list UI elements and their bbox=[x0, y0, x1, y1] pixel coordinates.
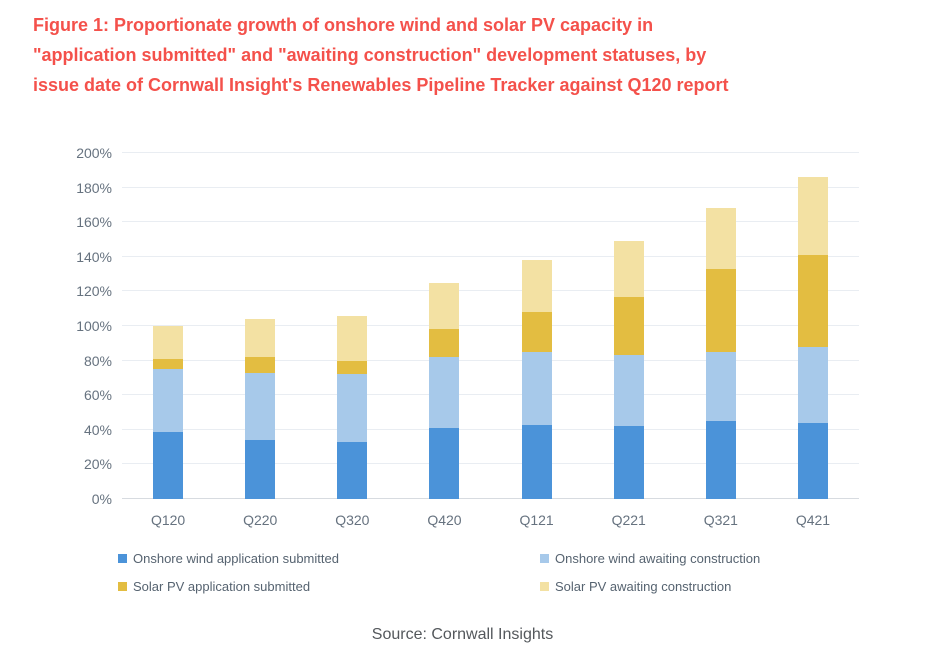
legend-item: Solar PV awaiting construction bbox=[540, 579, 878, 594]
figure-title: Figure 1: Proportionate growth of onshor… bbox=[33, 10, 908, 100]
bar-Q120 bbox=[153, 153, 184, 499]
bar-Q321 bbox=[705, 153, 736, 499]
bar-Q420 bbox=[429, 153, 460, 499]
legend-swatch-icon bbox=[118, 554, 127, 563]
bar-segment-Q220 bbox=[245, 372, 276, 441]
legend-item: Onshore wind awaiting construction bbox=[540, 551, 878, 566]
legend-label: Solar PV application submitted bbox=[133, 579, 311, 594]
bar-segment-Q220 bbox=[245, 440, 276, 499]
gridline-0% bbox=[122, 498, 859, 499]
gridline-80% bbox=[122, 359, 859, 361]
bar-segment-Q221 bbox=[613, 355, 644, 427]
y-tick-label-120%: 120% bbox=[76, 283, 112, 300]
bar-segment-Q221 bbox=[613, 426, 644, 499]
bar-segment-Q420 bbox=[429, 329, 460, 358]
gridline-140% bbox=[122, 255, 859, 257]
bar-segment-Q321 bbox=[705, 421, 736, 499]
bar-segment-Q120 bbox=[153, 431, 184, 499]
x-tick-label-Q220: Q220 bbox=[243, 512, 278, 528]
gridline-60% bbox=[122, 394, 859, 396]
chart-legend: Onshore wind application submitted Onshor… bbox=[118, 551, 878, 594]
bar-segment-Q121 bbox=[521, 312, 552, 352]
gridline-120% bbox=[122, 290, 859, 292]
y-tick-label-80%: 80% bbox=[83, 352, 112, 369]
stacked-bar-chart: 0% 20% 40% 60% 80% 100% 120% 140% 160% 180% 200% Q… bbox=[0, 140, 925, 540]
x-tick-label-Q120: Q120 bbox=[150, 512, 186, 528]
bar-segment-Q121 bbox=[521, 424, 552, 499]
bar-segment-Q221 bbox=[613, 241, 644, 297]
x-tick-label-Q420: Q420 bbox=[427, 512, 462, 528]
bar-segment-Q121 bbox=[521, 351, 552, 425]
x-tick-label-Q221: Q221 bbox=[611, 512, 646, 528]
x-tick-label-Q421: Q421 bbox=[795, 512, 831, 528]
y-tick-label-140%: 140% bbox=[76, 248, 112, 265]
legend-item: Onshore wind application submitted bbox=[118, 551, 540, 566]
bar-Q221 bbox=[613, 153, 644, 499]
legend-label: Onshore wind application submitted bbox=[133, 551, 339, 566]
bar-segment-Q321 bbox=[705, 208, 736, 269]
legend-swatch-icon bbox=[118, 582, 127, 591]
bar-segment-Q320 bbox=[337, 441, 368, 499]
bar-segment-Q320 bbox=[337, 374, 368, 442]
bar-Q220 bbox=[245, 153, 276, 499]
bar-segment-Q421 bbox=[797, 422, 828, 499]
bar-segment-Q421 bbox=[797, 346, 828, 423]
y-tick-label-100%: 100% bbox=[76, 318, 112, 334]
bar-segment-Q120 bbox=[153, 326, 184, 359]
x-tick-label-Q320: Q320 bbox=[335, 512, 370, 528]
legend-swatch-icon bbox=[540, 554, 549, 563]
y-tick-label-20%: 20% bbox=[83, 456, 112, 473]
gridline-160% bbox=[122, 221, 859, 223]
bar-segment-Q120 bbox=[153, 369, 184, 432]
bar-segment-Q420 bbox=[429, 357, 460, 429]
figure-title-line-2: "application submitted" and "awaiting co… bbox=[33, 45, 707, 65]
bar-Q421 bbox=[797, 153, 828, 499]
bar-segment-Q220 bbox=[245, 319, 276, 358]
bar-segment-Q421 bbox=[797, 177, 828, 256]
x-tick-label-Q121: Q121 bbox=[519, 512, 554, 528]
figure-title-line-1: Figure 1: Proportionate growth of onshor… bbox=[33, 15, 654, 35]
bar-segment-Q420 bbox=[429, 428, 460, 499]
bar-segment-Q420 bbox=[429, 282, 460, 330]
x-tick-label-Q321: Q321 bbox=[703, 512, 738, 528]
bar-segment-Q320 bbox=[337, 360, 368, 375]
bar-Q121 bbox=[521, 153, 552, 499]
bar-segment-Q320 bbox=[337, 315, 368, 361]
bar-segment-Q321 bbox=[705, 268, 736, 352]
gridline-180% bbox=[122, 186, 859, 188]
gridline-200% bbox=[122, 152, 859, 153]
gridline-40% bbox=[122, 428, 859, 430]
bar-Q320 bbox=[337, 153, 368, 499]
legend-swatch-icon bbox=[540, 582, 549, 591]
y-tick-label-0%: 0% bbox=[91, 491, 112, 507]
bar-segment-Q321 bbox=[705, 351, 736, 422]
source-caption: Source: Cornwall Insights bbox=[371, 626, 554, 643]
y-tick-label-160%: 160% bbox=[76, 214, 112, 231]
plot-area bbox=[122, 152, 859, 499]
legend-label: Onshore wind awaiting construction bbox=[555, 551, 761, 566]
gridline-20% bbox=[122, 463, 859, 465]
legend-label: Solar PV awaiting construction bbox=[555, 579, 732, 594]
y-tick-label-40%: 40% bbox=[83, 421, 112, 438]
bar-segment-Q421 bbox=[797, 255, 828, 347]
legend-item: Solar PV application submitted bbox=[118, 579, 540, 594]
y-tick-label-200%: 200% bbox=[76, 145, 112, 161]
bar-segment-Q221 bbox=[613, 296, 644, 356]
bar-segment-Q120 bbox=[153, 358, 184, 370]
y-tick-label-180%: 180% bbox=[76, 179, 112, 196]
figure-title-line-3: issue date of Cornwall Insight's Renewab… bbox=[33, 75, 729, 95]
y-tick-label-60%: 60% bbox=[83, 387, 112, 404]
bar-segment-Q220 bbox=[245, 357, 276, 373]
gridline-100% bbox=[122, 325, 859, 326]
bar-segment-Q121 bbox=[521, 260, 552, 313]
